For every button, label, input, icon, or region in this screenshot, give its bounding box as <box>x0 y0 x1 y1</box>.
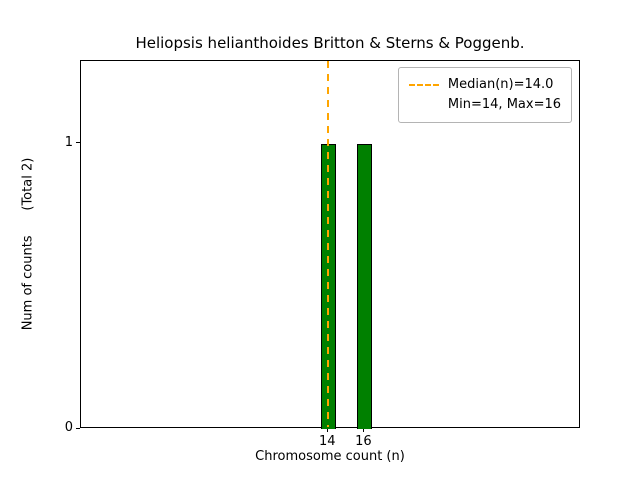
x-tick-label-16: 16 <box>355 434 372 449</box>
x-axis-label: Chromosome count (n) <box>255 449 405 464</box>
legend-row-minmax: Min=14, Max=16 <box>409 95 561 115</box>
y-axis-label: Num of counts (Total 2) <box>20 157 36 331</box>
median-dashed-line-swatch <box>408 84 439 87</box>
legend: Median(n)=14.0 Min=14, Max=16 <box>397 67 572 124</box>
y-tick-label-1: 1 <box>64 134 73 150</box>
legend-row-median: Median(n)=14.0 <box>408 75 561 95</box>
x-tick-label-14: 14 <box>319 434 336 449</box>
median-line <box>327 61 330 427</box>
x-tick-16 <box>362 428 364 432</box>
chart-title: Heliopsis helianthoides Britton & Sterns… <box>135 34 525 52</box>
bar-16 <box>357 143 372 429</box>
y-tick-0 <box>76 427 80 429</box>
y-tick-1 <box>76 142 80 144</box>
legend-label-median: Median(n)=14.0 <box>447 77 554 92</box>
y-tick-label-0: 0 <box>64 420 73 435</box>
legend-label-minmax: Min=14, Max=16 <box>447 97 561 113</box>
x-tick-14 <box>326 428 328 432</box>
